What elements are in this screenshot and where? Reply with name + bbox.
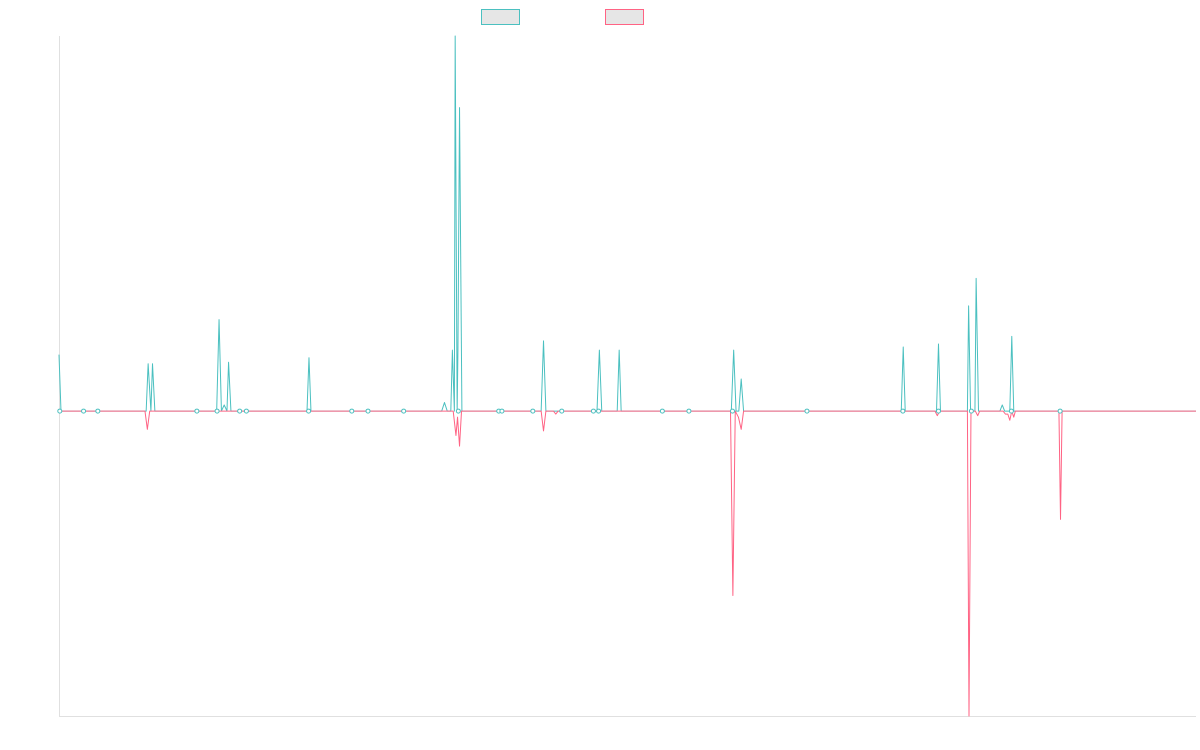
legend-swatch-series-1[interactable] <box>481 9 520 25</box>
data-point-marker[interactable] <box>596 408 602 414</box>
series-layer <box>58 35 1196 717</box>
data-point-marker[interactable] <box>804 408 810 414</box>
series-line-2 <box>59 410 1196 717</box>
marker-layer <box>57 408 1063 414</box>
data-point-marker[interactable] <box>968 408 974 414</box>
data-point-marker[interactable] <box>243 408 249 414</box>
data-point-marker[interactable] <box>935 408 941 414</box>
data-point-marker[interactable] <box>499 408 505 414</box>
data-point-marker[interactable] <box>349 408 355 414</box>
series-line-1 <box>58 35 1196 412</box>
data-point-marker[interactable] <box>1008 408 1014 414</box>
data-point-marker[interactable] <box>237 408 243 414</box>
data-point-marker[interactable] <box>900 408 906 414</box>
data-point-marker[interactable] <box>306 408 312 414</box>
data-point-marker[interactable] <box>194 408 200 414</box>
data-point-marker[interactable] <box>729 408 735 414</box>
data-point-marker[interactable] <box>81 408 87 414</box>
data-point-marker[interactable] <box>686 408 692 414</box>
data-point-marker[interactable] <box>530 408 536 414</box>
data-point-marker[interactable] <box>559 408 565 414</box>
data-point-marker[interactable] <box>365 408 371 414</box>
data-point-marker[interactable] <box>455 408 461 414</box>
data-point-marker[interactable] <box>214 408 220 414</box>
data-point-marker[interactable] <box>659 408 665 414</box>
data-point-marker[interactable] <box>57 408 63 414</box>
data-point-marker[interactable] <box>95 408 101 414</box>
data-point-marker[interactable] <box>590 408 596 414</box>
data-point-marker[interactable] <box>1057 408 1063 414</box>
legend-swatch-series-2[interactable] <box>605 9 644 25</box>
data-point-marker[interactable] <box>401 408 407 414</box>
